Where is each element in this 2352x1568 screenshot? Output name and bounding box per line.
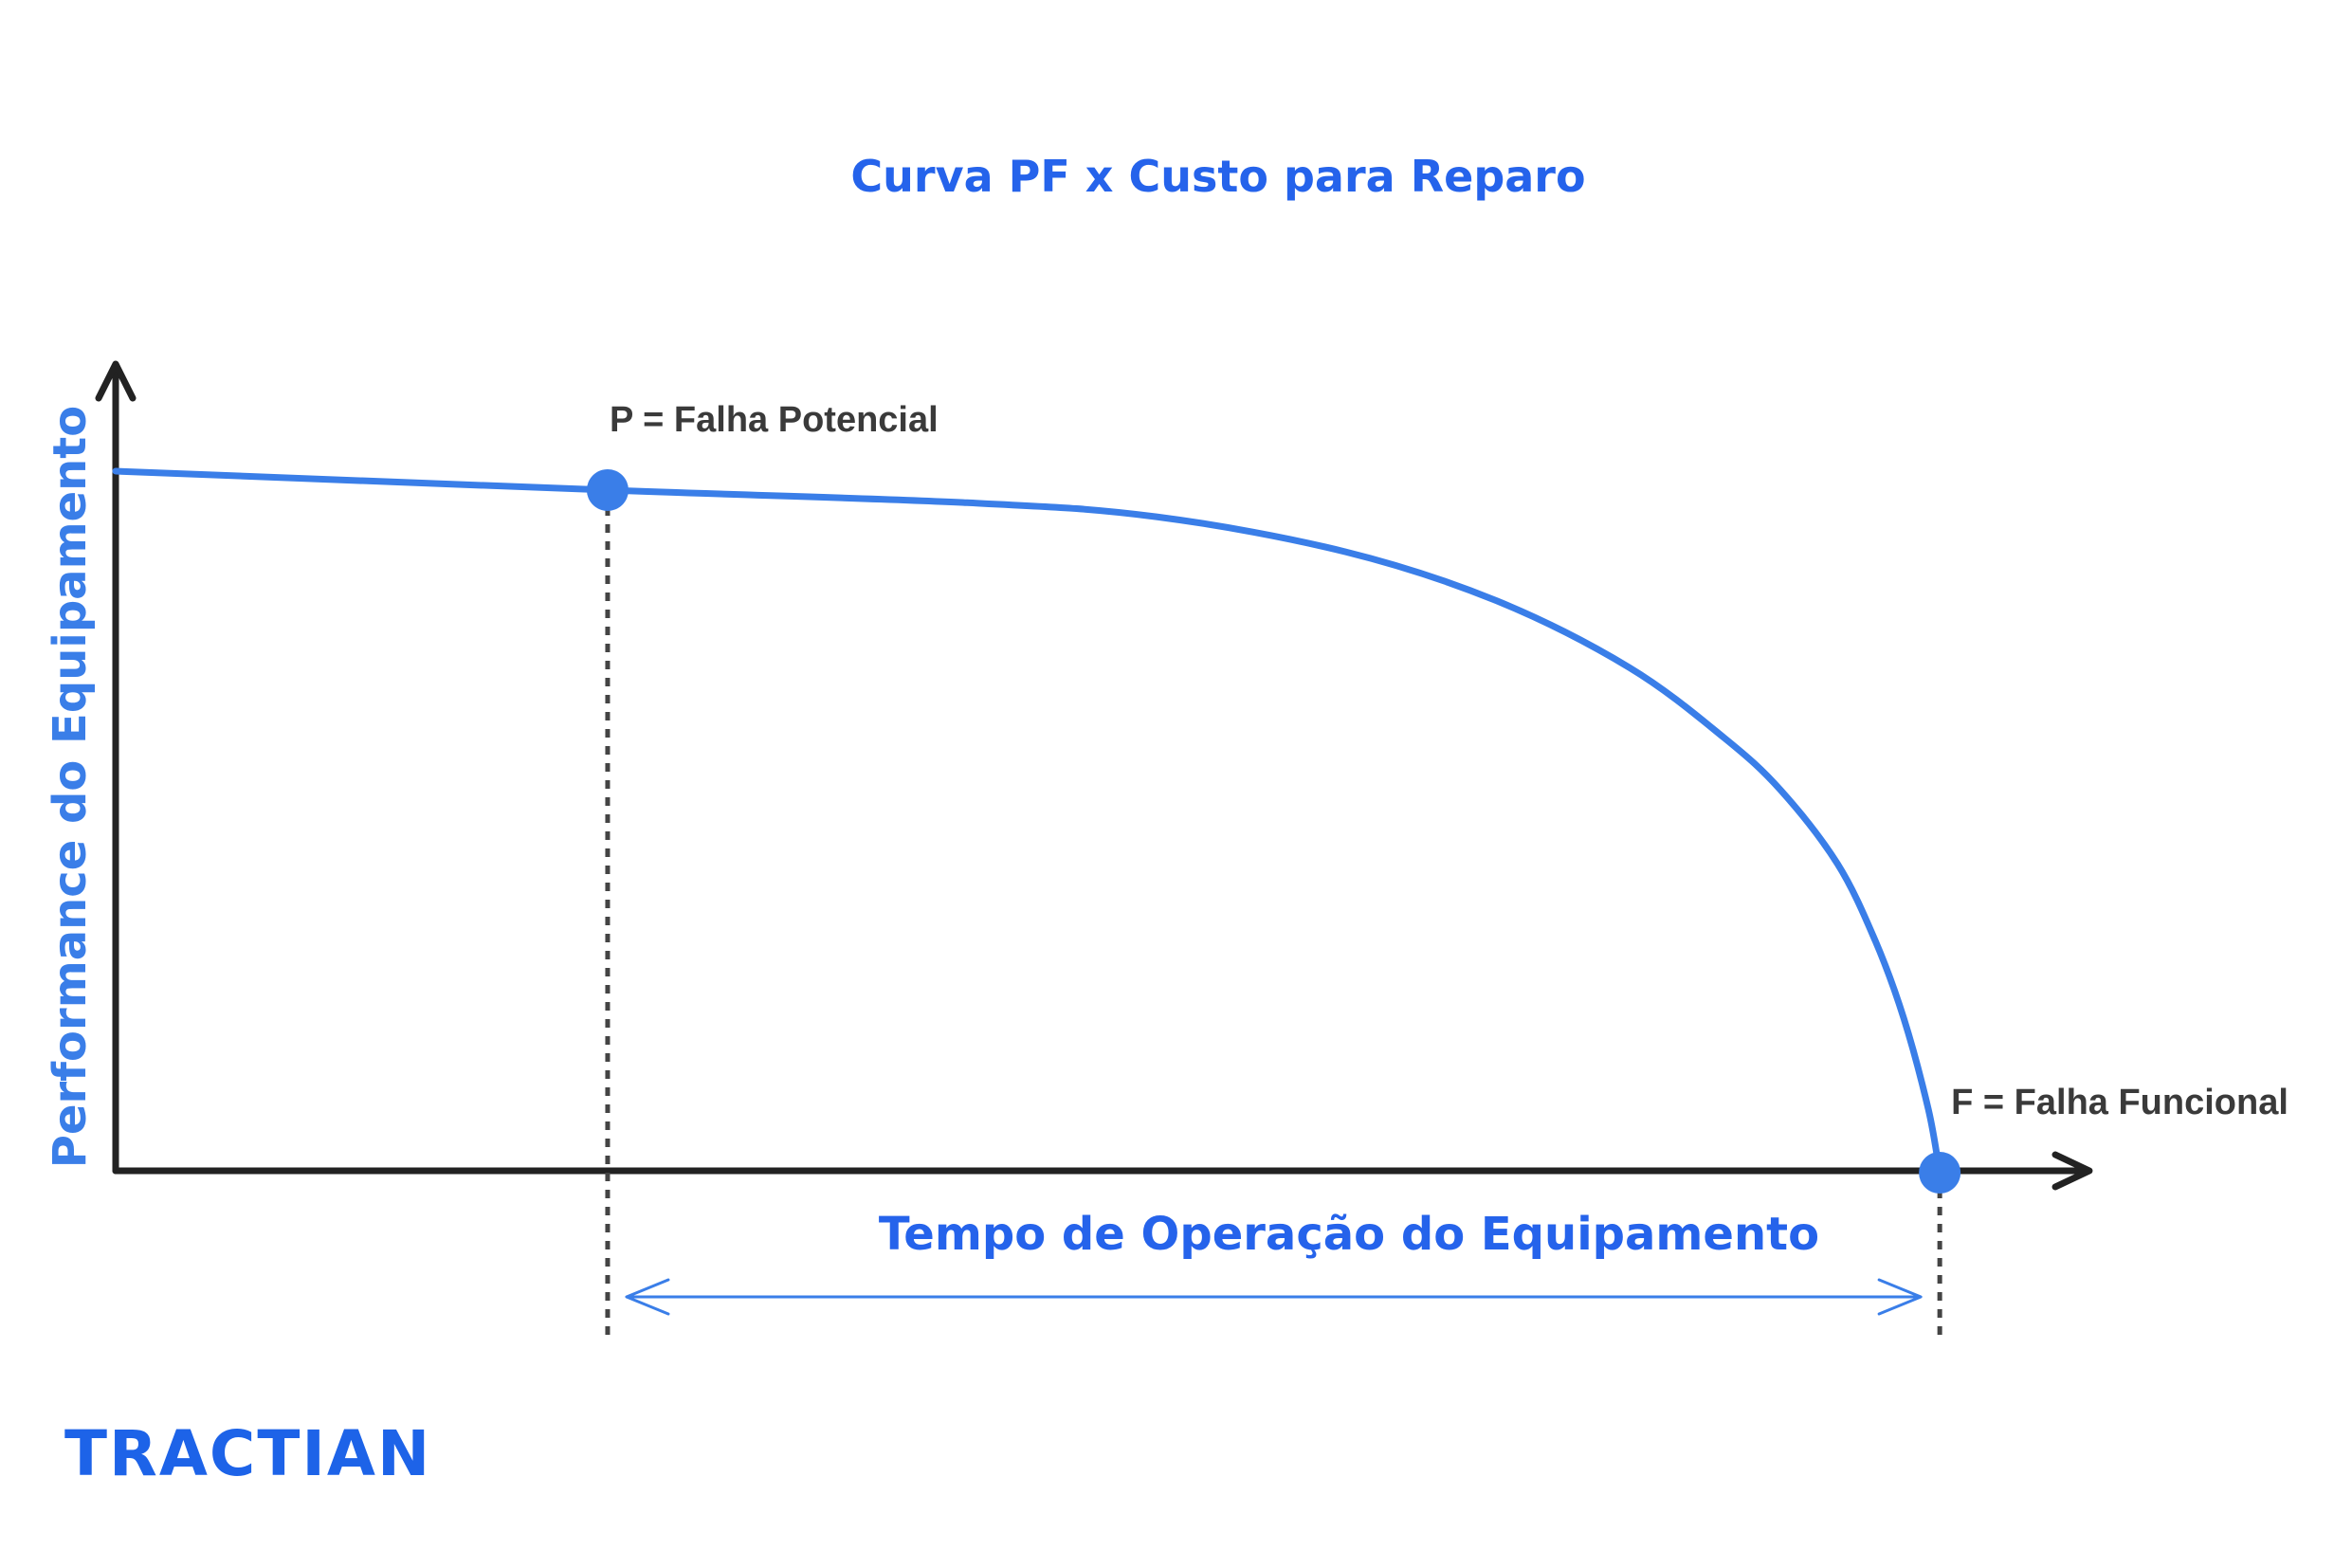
span-right-arrow-icon — [1877, 1278, 1923, 1316]
chart-title: Curva PF x Custo para Reparo — [850, 151, 1585, 202]
tractian-logo: TRACTIAN — [64, 1417, 431, 1490]
guide-lines — [605, 489, 1942, 1337]
y-axis-label: Performance do Equipamento — [44, 406, 97, 1168]
span-left-arrow-icon — [625, 1278, 670, 1316]
point-marker-p — [586, 468, 629, 511]
point-label-f: F = Falha Funcional — [1951, 1083, 2288, 1122]
point-marker-f — [1919, 1152, 1961, 1194]
x-axis-label: Tempo de Operação do Equipamento — [879, 1208, 1819, 1261]
time-span-arrow — [625, 1278, 1923, 1316]
y-axis-arrow-icon — [95, 360, 137, 402]
x-axis-arrow-icon — [2051, 1151, 2093, 1191]
series-line — [112, 467, 1943, 1176]
axes — [95, 360, 2093, 1191]
point-markers: P = Falha Potencial F = Falha Funcional — [586, 400, 2288, 1194]
point-label-p: P = Falha Potencial — [610, 400, 939, 440]
